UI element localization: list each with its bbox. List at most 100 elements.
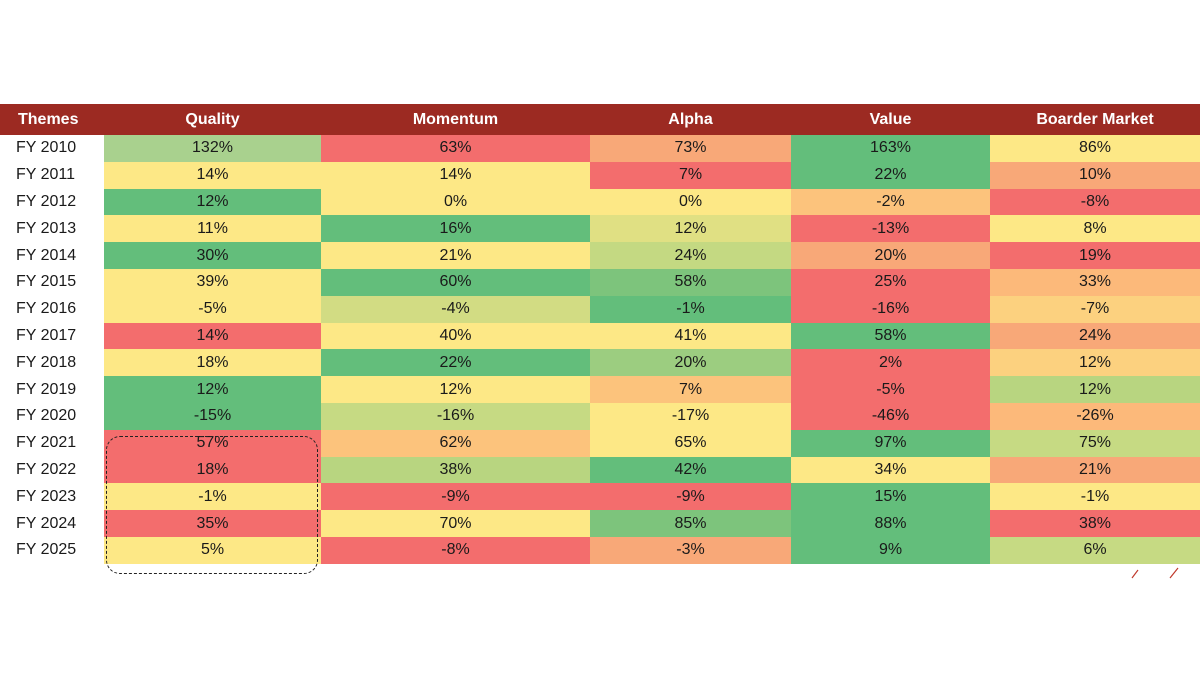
heatmap-cell: 40% (321, 322, 590, 350)
row-label: FY 2019 (0, 376, 104, 403)
row-label: FY 2018 (0, 349, 104, 377)
table-row: FY 2025 5% -8% -3% 9% 6% (0, 536, 1200, 564)
heatmap-cell: 38% (990, 510, 1200, 537)
table-row: FY 2021 57% 62% 65% 97% 75% (0, 429, 1200, 457)
heatmap-table: Themes Quality Momentum Alpha Value Boarder … (0, 104, 1200, 564)
heatmap-cell: 14% (321, 161, 590, 189)
heatmap-cell: 42% (590, 456, 791, 484)
row-label: FY 2022 (0, 456, 104, 484)
row-label: FY 2010 (0, 135, 104, 162)
heatmap-cell: 21% (321, 242, 590, 269)
heatmap-cell: 24% (590, 242, 791, 269)
table-row: FY 2020 -15% -16% -17% -46% -26% (0, 402, 1200, 430)
heatmap-cell: 41% (590, 322, 791, 350)
heatmap-cell: -17% (590, 402, 791, 430)
heatmap-cell: 57% (104, 429, 321, 457)
heatmap-cell: 97% (791, 429, 990, 457)
header-value: Value (791, 104, 990, 135)
row-label: FY 2021 (0, 429, 104, 457)
row-label: FY 2020 (0, 402, 104, 430)
heatmap-cell: 163% (791, 135, 990, 162)
heatmap-cell: 62% (321, 429, 590, 457)
heatmap-cell: 12% (590, 215, 791, 243)
row-label: FY 2017 (0, 322, 104, 350)
heatmap-cell: 86% (990, 135, 1200, 162)
heatmap-cell: 16% (321, 215, 590, 243)
row-label: FY 2024 (0, 510, 104, 537)
heatmap-cell: -1% (990, 483, 1200, 511)
table-body: FY 2010 132% 63% 73% 163% 86% FY 2011 14% 14% 7% 2… (0, 135, 1200, 564)
header-alpha: Alpha (590, 104, 791, 135)
table-row: FY 2013 11% 16% 12% -13% 8% (0, 215, 1200, 243)
header-themes: Themes (0, 104, 104, 135)
heatmap-cell: 38% (321, 456, 590, 484)
heatmap-cell: 75% (990, 429, 1200, 457)
heatmap-cell: 20% (590, 349, 791, 377)
table-row: FY 2012 12% 0% 0% -2% -8% (0, 188, 1200, 216)
table-row: FY 2011 14% 14% 7% 22% 10% (0, 161, 1200, 189)
row-label: FY 2014 (0, 242, 104, 269)
heatmap-cell: -46% (791, 402, 990, 430)
row-label: FY 2023 (0, 483, 104, 511)
heatmap-cell: 19% (990, 242, 1200, 269)
heatmap-cell: 22% (791, 161, 990, 189)
heatmap-cell: 15% (791, 483, 990, 511)
decorative-mark (1131, 567, 1179, 579)
heatmap-cell: 21% (990, 456, 1200, 484)
row-label: FY 2011 (0, 161, 104, 189)
heatmap-cell: 14% (104, 322, 321, 350)
heatmap-cell: 85% (590, 510, 791, 537)
heatmap-cell: -3% (590, 536, 791, 564)
heatmap-cell: 132% (104, 135, 321, 162)
heatmap-cell: 20% (791, 242, 990, 269)
heatmap-cell: 25% (791, 268, 990, 296)
heatmap-cell: 73% (590, 135, 791, 162)
heatmap-cell: 6% (990, 536, 1200, 564)
heatmap-cell: 0% (321, 188, 590, 216)
heatmap-cell: 12% (321, 376, 590, 403)
row-label: FY 2016 (0, 295, 104, 323)
table-row: FY 2019 12% 12% 7% -5% 12% (0, 376, 1200, 403)
heatmap-cell: 33% (990, 268, 1200, 296)
header-row: Themes Quality Momentum Alpha Value Boarder … (0, 104, 1200, 135)
row-label: FY 2012 (0, 188, 104, 216)
heatmap-cell: 12% (104, 188, 321, 216)
heatmap-cell: -9% (321, 483, 590, 511)
heatmap-cell: 70% (321, 510, 590, 537)
heatmap-cell: 58% (590, 268, 791, 296)
heatmap-cell: -1% (104, 483, 321, 511)
table-row: FY 2023 -1% -9% -9% 15% -1% (0, 483, 1200, 511)
heatmap-cell: 18% (104, 349, 321, 377)
header-boarder-market: Boarder Market (990, 104, 1200, 135)
heatmap-cell: 12% (104, 376, 321, 403)
heatmap-cell: 58% (791, 322, 990, 350)
table-row: FY 2022 18% 38% 42% 34% 21% (0, 456, 1200, 484)
heatmap-cell: 5% (104, 536, 321, 564)
heatmap-cell: 7% (590, 161, 791, 189)
header-quality: Quality (104, 104, 321, 135)
heatmap-cell: -5% (104, 295, 321, 323)
heatmap-cell: -16% (321, 402, 590, 430)
heatmap-cell: 10% (990, 161, 1200, 189)
table-row: FY 2016 -5% -4% -1% -16% -7% (0, 295, 1200, 323)
heatmap-cell: 14% (104, 161, 321, 189)
heatmap-cell: -5% (791, 376, 990, 403)
table-row: FY 2015 39% 60% 58% 25% 33% (0, 268, 1200, 296)
heatmap-cell: 0% (590, 188, 791, 216)
heatmap-cell: 35% (104, 510, 321, 537)
table-row: FY 2010 132% 63% 73% 163% 86% (0, 135, 1200, 162)
header-momentum: Momentum (321, 104, 590, 135)
heatmap-cell: -26% (990, 402, 1200, 430)
table-row: FY 2014 30% 21% 24% 20% 19% (0, 242, 1200, 269)
heatmap-cell: 7% (590, 376, 791, 403)
heatmap-cell: -16% (791, 295, 990, 323)
heatmap-cell: 12% (990, 349, 1200, 377)
heatmap-cell: -2% (791, 188, 990, 216)
table-row: FY 2018 18% 22% 20% 2% 12% (0, 349, 1200, 377)
heatmap-cell: 63% (321, 135, 590, 162)
heatmap-cell: 8% (990, 215, 1200, 243)
table-row: FY 2017 14% 40% 41% 58% 24% (0, 322, 1200, 350)
heatmap-cell: -4% (321, 295, 590, 323)
heatmap-cell: 22% (321, 349, 590, 377)
row-label: FY 2013 (0, 215, 104, 243)
